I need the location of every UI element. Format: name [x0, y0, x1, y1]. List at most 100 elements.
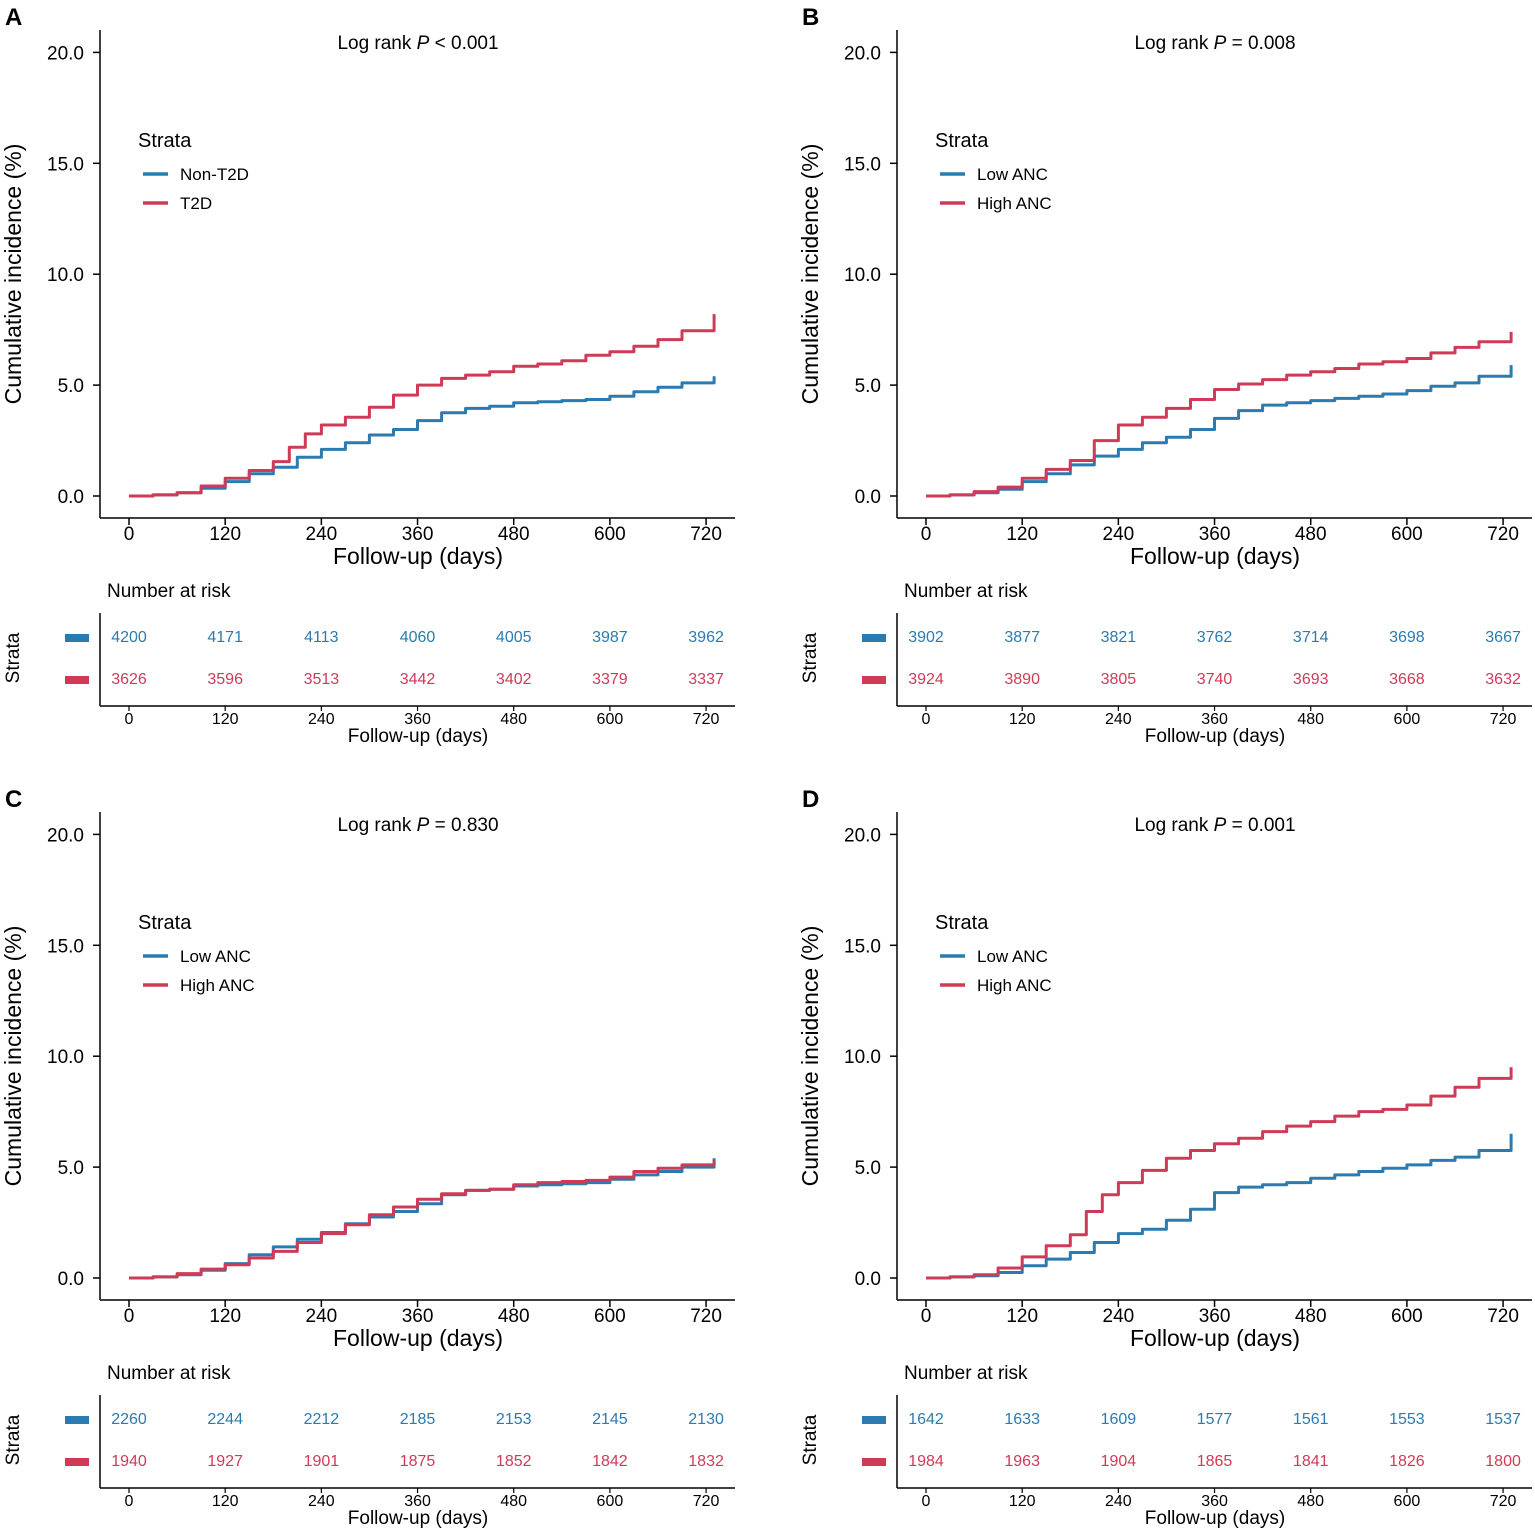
- x-tick-label: 120: [209, 524, 241, 545]
- legend-entry: High ANC: [180, 976, 255, 995]
- log-rank-value: = 0.008: [1226, 33, 1295, 54]
- x-tick-label: 480: [1295, 1306, 1327, 1327]
- legend-title: Strata: [935, 130, 989, 152]
- y-tick-label: 10.0: [844, 1047, 881, 1068]
- y-tick-label: 5.0: [855, 1158, 881, 1179]
- y-tick-label: 5.0: [58, 376, 84, 397]
- at-risk-count: 4200: [111, 629, 147, 646]
- risk-x-tick-label: 120: [1009, 711, 1036, 728]
- risk-x-tick-label: 480: [500, 711, 527, 728]
- x-tick-label: 720: [690, 524, 722, 545]
- log-rank-title: Log rank P = 0.008: [1134, 33, 1295, 54]
- at-risk-count: 2244: [207, 1411, 243, 1428]
- risk-row-swatch-0: [65, 1416, 89, 1424]
- x-tick-label: 0: [124, 524, 135, 545]
- risk-row-swatch-0: [862, 1416, 886, 1424]
- x-tick-label: 240: [1103, 524, 1135, 545]
- risk-x-tick-label: 360: [404, 1493, 431, 1510]
- at-risk-count: 1901: [304, 1453, 340, 1470]
- x-axis-label: Follow-up (days): [333, 1325, 503, 1351]
- risk-x-tick-label: 120: [212, 711, 239, 728]
- legend-entry: High ANC: [977, 976, 1052, 995]
- risk-x-tick-label: 0: [125, 711, 134, 728]
- y-tick-label: 20.0: [844, 825, 881, 846]
- log-rank-p: P: [417, 815, 430, 836]
- log-rank-prefix: Log rank: [1134, 33, 1213, 54]
- y-axis-label: Cumulative incidence (%): [797, 926, 823, 1187]
- x-tick-label: 360: [1199, 1306, 1231, 1327]
- at-risk-count: 3890: [1004, 671, 1040, 688]
- log-rank-p: P: [417, 33, 430, 54]
- risk-x-axis-label: Follow-up (days): [1145, 1508, 1285, 1529]
- y-tick-label: 0.0: [855, 487, 881, 508]
- at-risk-count: 3698: [1389, 629, 1425, 646]
- x-tick-label: 240: [306, 1306, 338, 1327]
- km-curve-blue: [926, 1133, 1513, 1280]
- risk-x-axis-label: Follow-up (days): [1145, 726, 1285, 747]
- log-rank-value: = 0.830: [429, 815, 498, 836]
- x-tick-label: 120: [1006, 524, 1038, 545]
- x-tick-label: 720: [1487, 524, 1519, 545]
- at-risk-count: 1561: [1293, 1411, 1329, 1428]
- y-tick-label: 15.0: [844, 936, 881, 957]
- risk-x-tick-label: 240: [308, 1493, 335, 1510]
- at-risk-count: 2260: [111, 1411, 147, 1428]
- at-risk-count: 3693: [1293, 671, 1329, 688]
- risk-axis-label: Strata: [3, 1414, 24, 1465]
- risk-x-tick-label: 600: [597, 1493, 624, 1510]
- at-risk-count: 3902: [908, 629, 944, 646]
- at-risk-count: 3668: [1389, 671, 1425, 688]
- at-risk-count: 1633: [1004, 1411, 1040, 1428]
- at-risk-count: 3337: [688, 671, 724, 688]
- risk-x-tick-label: 120: [1009, 1493, 1036, 1510]
- at-risk-count: 3987: [592, 629, 628, 646]
- y-tick-label: 0.0: [58, 487, 84, 508]
- risk-x-tick-label: 360: [404, 711, 431, 728]
- at-risk-count: 3740: [1197, 671, 1233, 688]
- x-axis-label: Follow-up (days): [333, 543, 503, 569]
- x-tick-label: 240: [1103, 1306, 1135, 1327]
- risk-x-tick-label: 240: [308, 711, 335, 728]
- risk-table-title: Number at risk: [107, 581, 231, 602]
- panel-label: D: [802, 786, 819, 813]
- at-risk-count: 1577: [1197, 1411, 1233, 1428]
- at-risk-count: 1875: [400, 1453, 436, 1470]
- at-risk-count: 2145: [592, 1411, 628, 1428]
- y-tick-label: 15.0: [844, 154, 881, 175]
- x-tick-label: 600: [1391, 524, 1423, 545]
- at-risk-count: 2185: [400, 1411, 436, 1428]
- legend-entry: High ANC: [977, 194, 1052, 213]
- panel-label: C: [5, 786, 22, 813]
- at-risk-count: 1963: [1004, 1453, 1040, 1470]
- x-tick-label: 0: [921, 1306, 932, 1327]
- risk-x-tick-label: 360: [1201, 1493, 1228, 1510]
- at-risk-count: 3877: [1004, 629, 1040, 646]
- y-tick-label: 10.0: [844, 265, 881, 286]
- y-tick-label: 5.0: [855, 376, 881, 397]
- x-tick-label: 0: [921, 524, 932, 545]
- log-rank-prefix: Log rank: [1134, 815, 1213, 836]
- risk-table-title: Number at risk: [904, 581, 1028, 602]
- log-rank-prefix: Log rank: [337, 815, 416, 836]
- at-risk-count: 1553: [1389, 1411, 1425, 1428]
- y-axis-label: Cumulative incidence (%): [0, 144, 26, 405]
- x-tick-label: 120: [209, 1306, 241, 1327]
- log-rank-prefix: Log rank: [337, 33, 416, 54]
- at-risk-count: 4005: [496, 629, 532, 646]
- legend-title: Strata: [935, 912, 989, 934]
- log-rank-title: Log rank P = 0.001: [1134, 815, 1295, 836]
- log-rank-title: Log rank P = 0.830: [337, 815, 498, 836]
- y-axis-label: Cumulative incidence (%): [0, 926, 26, 1187]
- risk-x-tick-label: 600: [597, 711, 624, 728]
- km-curve-blue: [926, 365, 1513, 498]
- x-tick-label: 480: [1295, 524, 1327, 545]
- legend-entry: T2D: [180, 194, 212, 213]
- x-tick-label: 480: [498, 524, 530, 545]
- x-tick-label: 480: [498, 1306, 530, 1327]
- risk-x-axis-label: Follow-up (days): [348, 726, 488, 747]
- panel-c: C Log rank P = 0.830 0.0 5.0 10.0 15.0 20.0 0 12…: [0, 786, 735, 1529]
- risk-row-swatch-1: [862, 676, 886, 684]
- panel-label: B: [802, 4, 819, 31]
- x-tick-label: 240: [306, 524, 338, 545]
- at-risk-count: 1537: [1485, 1411, 1521, 1428]
